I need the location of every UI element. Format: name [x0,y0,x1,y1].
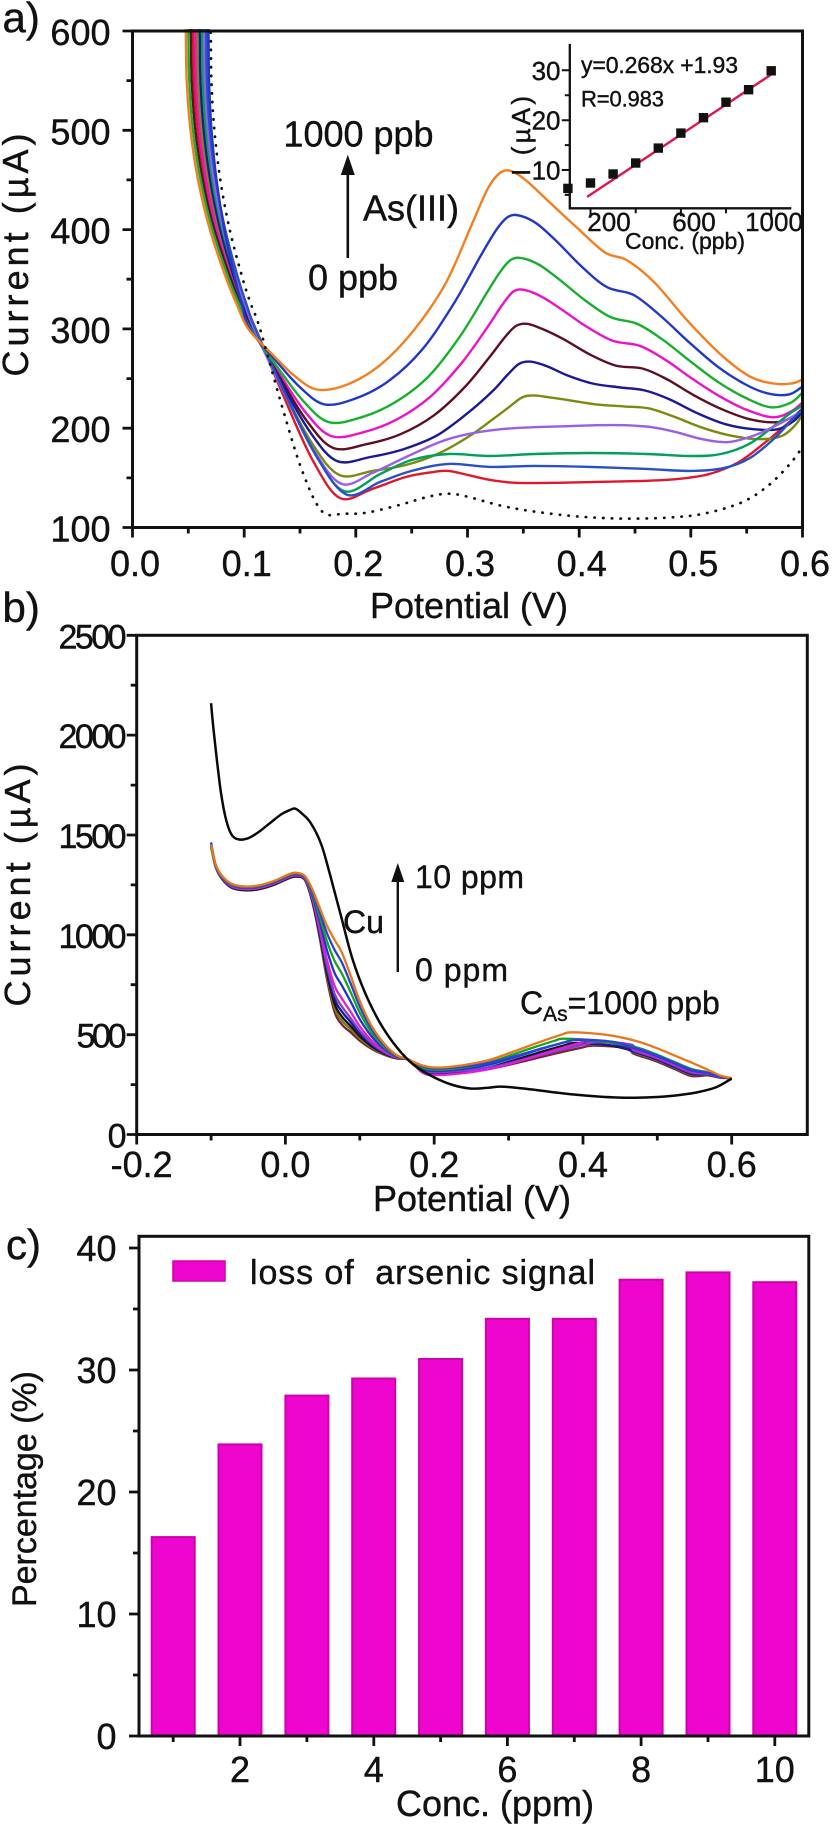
svg-text:600: 600 [672,207,715,237]
svg-text:As(III): As(III) [363,188,459,229]
svg-text:0 ppb: 0 ppb [308,257,398,298]
svg-text:20: 20 [532,106,561,136]
svg-text:0.2: 0.2 [333,543,383,584]
svg-text:Conc. (ppm): Conc. (ppm) [396,1783,594,1824]
svg-text:b): b) [3,584,40,631]
svg-text:I (µA): I (µA) [506,96,536,176]
svg-text:6: 6 [497,1749,517,1790]
svg-text:8: 8 [631,1749,651,1790]
svg-text:10: 10 [532,156,561,186]
svg-text:c): c) [6,1221,41,1268]
svg-text:30: 30 [532,56,561,86]
svg-text:0.3: 0.3 [445,543,495,584]
svg-text:500: 500 [50,111,110,152]
svg-text:10: 10 [755,1749,795,1790]
svg-text:0: 0 [96,1716,116,1757]
svg-text:R=0.983: R=0.983 [581,87,664,112]
svg-text:0.6: 0.6 [780,543,830,584]
svg-text:Conc. (ppb): Conc. (ppb) [625,228,745,254]
svg-text:10 ppm: 10 ppm [415,859,524,895]
svg-text:Current (µA): Current (µA) [0,764,38,1007]
svg-text:1000: 1000 [59,918,127,956]
svg-text:Current (µA): Current (µA) [0,134,36,377]
svg-text:2000: 2000 [59,718,127,756]
svg-text:30: 30 [76,1350,116,1391]
svg-text:0.4: 0.4 [558,1144,608,1185]
svg-text:4: 4 [364,1749,384,1790]
svg-text:500: 500 [77,1018,127,1056]
svg-text:loss of arsenic signal: loss of arsenic signal [250,1254,595,1292]
svg-text:Percentage (%): Percentage (%) [6,1371,44,1607]
svg-text:300: 300 [50,310,110,351]
svg-text:-0.2: -0.2 [111,1144,173,1185]
svg-text:40: 40 [76,1228,116,1269]
svg-text:0.2: 0.2 [409,1144,459,1185]
svg-text:20: 20 [76,1472,116,1513]
svg-text:400: 400 [50,211,110,252]
svg-text:0: 0 [108,1118,127,1156]
svg-text:Cu: Cu [343,904,384,940]
svg-text:0.1: 0.1 [222,543,272,584]
svg-text:0.0: 0.0 [260,1144,310,1185]
svg-text:Potential (V): Potential (V) [373,1178,571,1219]
svg-text:1000 ppb: 1000 ppb [283,114,433,155]
svg-text:10: 10 [76,1594,116,1635]
svg-text:100: 100 [50,509,110,550]
svg-text:CAs=1000 ppb: CAs=1000 ppb [520,985,720,1026]
svg-text:0.5: 0.5 [668,543,718,584]
svg-text:0.0: 0.0 [110,543,160,584]
svg-text:200: 200 [587,207,630,237]
svg-text:a): a) [3,0,40,41]
svg-text:200: 200 [50,409,110,450]
svg-text:600: 600 [50,12,110,53]
svg-text:y=0.268x +1.93: y=0.268x +1.93 [581,52,738,78]
svg-text:Potential (V): Potential (V) [370,585,568,626]
svg-text:2500: 2500 [59,618,127,656]
svg-text:1000: 1000 [745,207,803,237]
svg-text:0.6: 0.6 [707,1144,757,1185]
svg-text:0 ppm: 0 ppm [415,952,508,988]
svg-text:0.4: 0.4 [557,543,607,584]
svg-text:2: 2 [230,1749,250,1790]
svg-text:1500: 1500 [59,818,127,856]
